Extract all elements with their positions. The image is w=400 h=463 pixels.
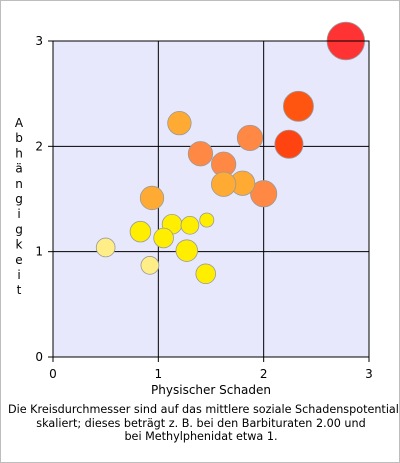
y-tick-label-3: 3 <box>35 34 43 48</box>
bubble-16 <box>175 239 198 262</box>
y-axis-label-letter: g <box>15 222 23 236</box>
bubble-14 <box>129 220 152 243</box>
y-axis-ticks: 0 1 2 3 <box>35 34 53 364</box>
bubble-4 <box>236 124 264 151</box>
x-tick-label-2: 2 <box>260 367 268 381</box>
y-axis-label-letter: n <box>15 177 23 191</box>
y-axis-label-letter: h <box>15 146 23 160</box>
bubble-12 <box>180 216 200 235</box>
y-tick-label-2: 2 <box>35 139 43 153</box>
bubble-10 <box>139 185 165 211</box>
y-axis-label-letter: b <box>15 131 23 145</box>
y-tick-label-1: 1 <box>35 245 43 259</box>
bubble-17 <box>95 237 116 258</box>
caption-line-2: skaliert; dieses beträgt z. B. bei den B… <box>36 416 366 430</box>
plot-area <box>53 41 369 357</box>
caption-line-1: Die Kreisdurchmesser sind auf das mittle… <box>8 403 399 416</box>
bubble-8 <box>211 171 237 197</box>
y-axis-label-letter: i <box>17 207 20 221</box>
bubble-3 <box>167 111 192 136</box>
bubble-1 <box>282 90 314 122</box>
caption-line-3: bei Methylphenidat etwa 1. <box>124 430 278 443</box>
y-axis-label-letter: A <box>15 116 24 130</box>
bubble-18 <box>140 256 160 275</box>
bubble-2 <box>274 129 304 159</box>
bubble-13 <box>199 212 215 228</box>
caption: Die Kreisdurchmesser sind auf das mittle… <box>8 403 399 444</box>
y-axis-label-letter: i <box>17 268 20 282</box>
y-axis-label-letter: k <box>16 238 23 252</box>
x-tick-label-0: 0 <box>49 367 57 381</box>
y-axis-label-letter: t <box>17 283 22 297</box>
x-tick-label-1: 1 <box>155 367 163 381</box>
x-axis-ticks: 0 1 2 3 <box>49 357 373 381</box>
bubble-15 <box>153 227 174 249</box>
plot-border <box>52 40 370 358</box>
y-axis-label-letter: e <box>15 253 22 267</box>
y-axis-label-letter: g <box>15 192 23 206</box>
y-tick-label-0: 0 <box>35 350 43 364</box>
y-axis-label-letter: ä <box>15 162 22 176</box>
x-axis-label: Physischer Schaden <box>151 383 271 397</box>
bubble-5 <box>187 141 214 167</box>
bubble-9 <box>250 180 278 208</box>
x-tick-label-3: 3 <box>365 367 373 381</box>
bubble-19 <box>195 263 217 285</box>
